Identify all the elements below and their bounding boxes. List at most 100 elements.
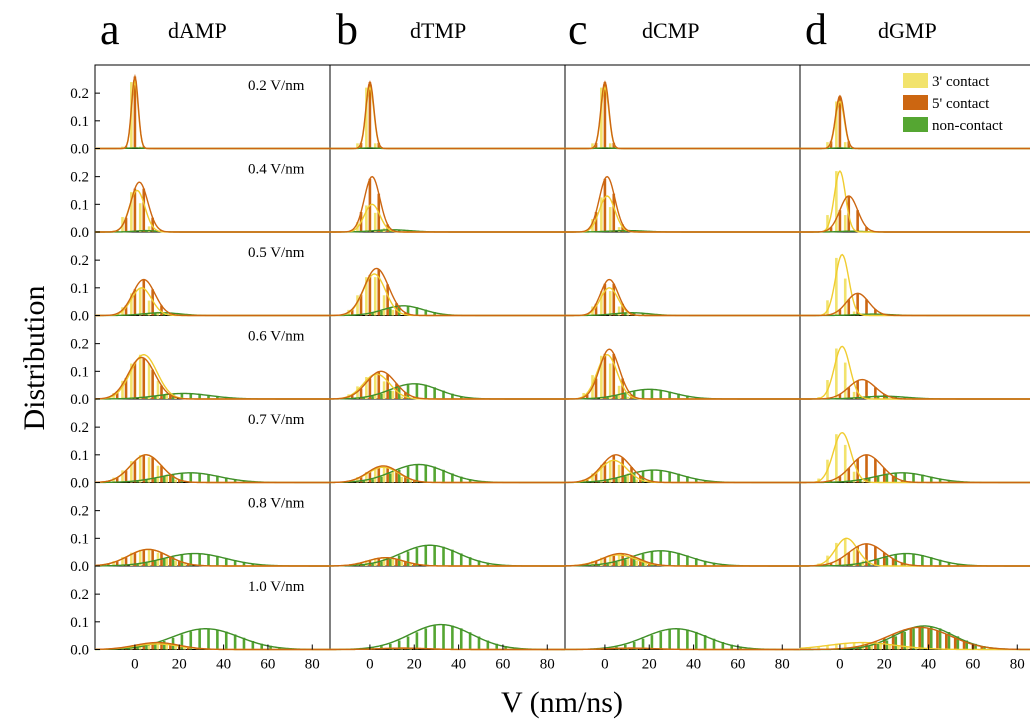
bar-5prime [107,563,110,566]
bar-5prime [359,388,363,399]
bar-5prime [838,394,842,399]
bar-noncontact [703,635,707,650]
curve-noncontact [94,628,330,651]
bar-noncontact [233,560,237,566]
bar-5prime [856,293,859,316]
bar-noncontact [145,562,148,566]
bar-noncontact [903,472,906,483]
curve-5prime [565,80,800,150]
x-tick-label: 80 [540,657,555,673]
bar-noncontact [207,395,210,399]
bar-5prime [891,558,895,566]
bar-5prime [603,557,607,566]
bar-noncontact [615,313,618,316]
panel-dTMP-row-6 [329,623,565,651]
bar-5prime [945,634,948,650]
bar-3prime [356,562,359,566]
bar-noncontact [397,640,401,650]
bar-noncontact [424,545,428,566]
bar-noncontact [433,545,436,566]
bar-3prime [626,396,630,399]
field-label: 0.5 V/nm [248,245,305,261]
panel-dCMP-row-3 [564,348,800,400]
bar-5prime [856,546,859,566]
bar-5prime [900,563,904,566]
bar-noncontact [615,561,618,566]
bar-noncontact [362,480,365,483]
bar-3prime [121,380,124,399]
bar-3prime [147,549,151,566]
bar-noncontact [947,480,951,483]
bar-noncontact [424,464,428,483]
panel-dCMP-row-1 [565,175,800,233]
bar-5prime [377,142,381,149]
bar-5prime [169,557,172,566]
bar-noncontact [380,561,383,566]
bar-noncontact [459,476,463,483]
x-tick-label: 0 [131,657,139,673]
bar-5prime [404,392,407,399]
bar-noncontact [433,387,436,399]
bar-noncontact [624,644,627,650]
bar-noncontact [198,553,201,566]
bar-noncontact [216,629,219,650]
bar-noncontact [632,473,636,483]
bar-5prime [612,455,616,483]
bar-5prime [142,188,146,232]
bar-noncontact [198,394,201,399]
bar-noncontact [451,625,454,650]
bar-noncontact [145,230,148,232]
bar-noncontact [615,478,618,483]
x-axis-title: V (nm/ns) [501,686,623,719]
y-tick-label: 0.0 [70,142,89,158]
y-tick-label: 0.0 [70,309,89,325]
bar-5prime [891,476,895,483]
bar-noncontact [885,396,889,399]
bar-3prime [617,385,621,399]
bar-3prime [843,643,847,650]
bar-5prime [169,395,172,399]
curve-5prime [800,454,1030,484]
bar-5prime [838,95,842,149]
bar-3prime [382,381,386,399]
bar-noncontact [389,473,392,483]
bar-5prime [829,141,833,149]
x-tick-label: 20 [642,657,657,673]
bar-5prime [594,142,598,149]
field-label: 0.6 V/nm [248,329,305,345]
panel-dCMP-row-6 [565,628,800,651]
bar-noncontact [876,476,880,483]
curve-5prime [329,267,565,317]
bar-noncontact [380,310,383,316]
bar-5prime [115,391,119,399]
panel-dTMP-row-2 [329,267,565,317]
bar-3prime [861,481,865,483]
bar-noncontact [921,626,924,650]
bar-5prime [847,141,851,149]
bar-noncontact [242,561,246,566]
y-axis-title: Distribution [18,285,51,430]
bar-5prime [630,555,633,566]
curve-5prime [330,647,565,651]
bar-noncontact [145,645,148,650]
curve-5prime [565,348,800,400]
x-tick-label: 80 [1010,657,1025,673]
panel-dTMP-row-4 [329,463,565,484]
bar-5prime [395,471,398,483]
bar-noncontact [624,393,627,399]
x-tick-label: 60 [495,657,510,673]
bar-noncontact [154,313,157,316]
bar-noncontact [677,552,680,566]
bar-noncontact [433,466,436,483]
bar-5prime [865,543,868,566]
field-label: 1.0 V/nm [248,579,305,595]
bar-noncontact [686,555,689,566]
bar-noncontact [171,474,175,483]
bar-3prime [147,226,151,232]
bar-noncontact [451,549,454,566]
y-tick-label: 0.2 [70,587,89,603]
y-tick-label: 0.2 [70,170,89,186]
bar-noncontact [903,553,906,566]
bar-3prime [600,464,603,483]
field-label: 0.8 V/nm [248,496,305,512]
